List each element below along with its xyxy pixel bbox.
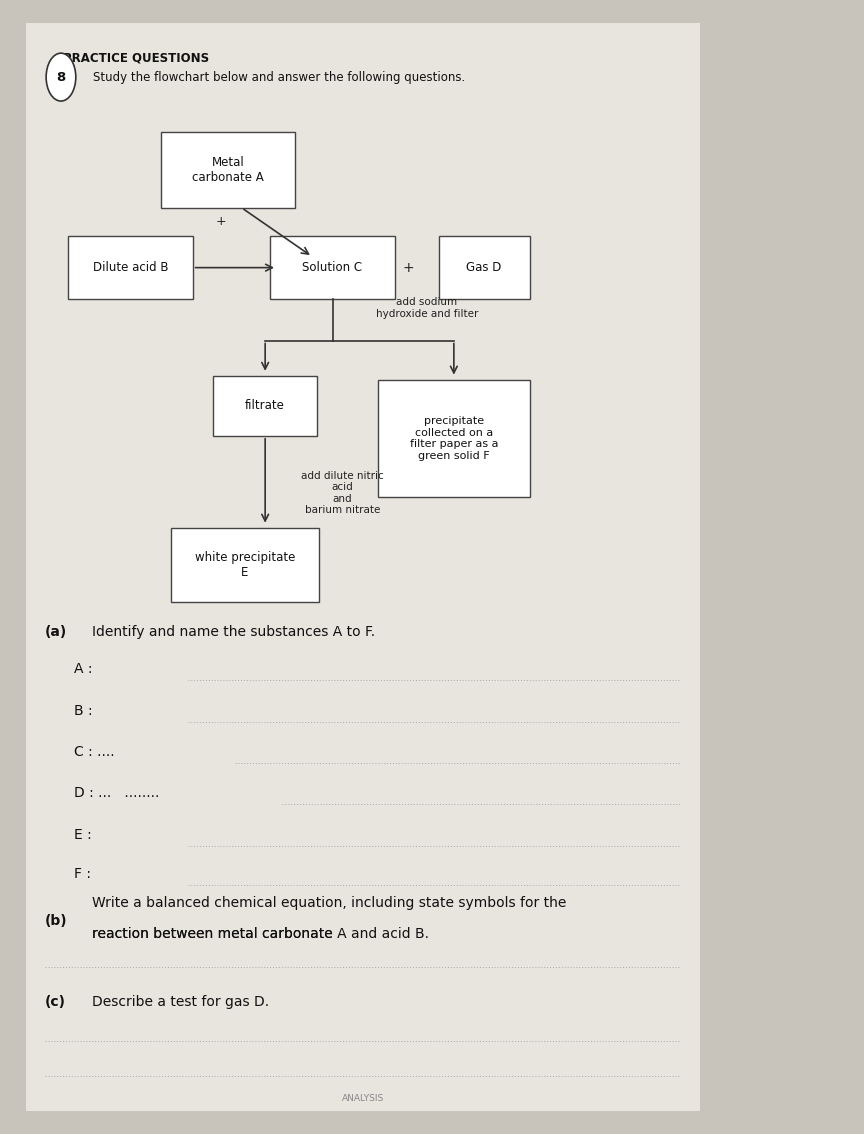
Text: reaction between metal carbonate A and acid B.: reaction between metal carbonate A and a… xyxy=(92,926,429,941)
Text: white precipitate
E: white precipitate E xyxy=(194,551,295,578)
Text: Solution C: Solution C xyxy=(302,261,363,274)
FancyBboxPatch shape xyxy=(270,236,395,299)
FancyBboxPatch shape xyxy=(378,380,530,498)
FancyBboxPatch shape xyxy=(213,376,317,435)
Text: F :: F : xyxy=(74,868,92,881)
Text: Identify and name the substances A to F.: Identify and name the substances A to F. xyxy=(92,625,375,640)
Text: +: + xyxy=(216,215,226,228)
Text: Metal
carbonate A: Metal carbonate A xyxy=(192,155,264,184)
Text: PRACTICE QUESTIONS: PRACTICE QUESTIONS xyxy=(63,51,209,64)
FancyBboxPatch shape xyxy=(161,132,295,208)
Text: filtrate: filtrate xyxy=(245,399,285,413)
Circle shape xyxy=(46,53,76,101)
Text: C : ....: C : .... xyxy=(74,745,115,759)
Text: precipitate
collected on a
filter paper as a
green solid F: precipitate collected on a filter paper … xyxy=(410,416,499,460)
Text: ANALYSIS: ANALYSIS xyxy=(342,1094,384,1102)
FancyBboxPatch shape xyxy=(171,527,319,602)
FancyBboxPatch shape xyxy=(26,23,700,1111)
Text: Study the flowchart below and answer the following questions.: Study the flowchart below and answer the… xyxy=(93,70,466,84)
FancyBboxPatch shape xyxy=(439,236,530,299)
Text: (b): (b) xyxy=(45,914,67,928)
Text: Write a balanced chemical equation, including state symbols for the: Write a balanced chemical equation, incl… xyxy=(92,896,566,911)
Text: E :: E : xyxy=(74,828,92,841)
Text: D : ...   ........: D : ... ........ xyxy=(74,787,160,801)
FancyBboxPatch shape xyxy=(68,236,193,299)
Text: reaction between metal carbonate: reaction between metal carbonate xyxy=(92,926,337,941)
Text: (c): (c) xyxy=(45,996,66,1009)
Text: +: + xyxy=(403,261,415,274)
Text: A :: A : xyxy=(74,662,93,676)
Text: add dilute nitric
acid
and
barium nitrate: add dilute nitric acid and barium nitrat… xyxy=(302,471,384,515)
Text: Gas D: Gas D xyxy=(467,261,502,274)
Text: B :: B : xyxy=(74,704,93,718)
Text: add sodium
hydroxide and filter: add sodium hydroxide and filter xyxy=(376,297,478,319)
Text: Dilute acid B: Dilute acid B xyxy=(92,261,168,274)
Text: 8: 8 xyxy=(56,70,66,84)
Text: (a): (a) xyxy=(45,625,67,640)
Text: Describe a test for gas D.: Describe a test for gas D. xyxy=(92,996,269,1009)
